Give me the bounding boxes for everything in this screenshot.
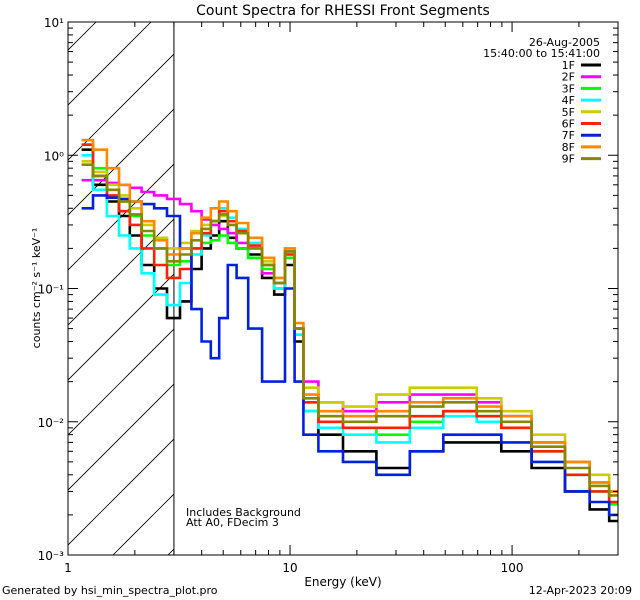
y-tick-label: 10⁻¹ bbox=[38, 283, 65, 297]
legend-label-3F: 3F bbox=[562, 82, 575, 95]
footer-timestamp: 12-Apr-2023 20:09 bbox=[528, 584, 632, 597]
x-tick-label: 1 bbox=[64, 561, 72, 575]
legend-label-4F: 4F bbox=[562, 94, 575, 107]
y-tick-label: 10⁻³ bbox=[38, 549, 65, 563]
x-axis-label: Energy (keV) bbox=[304, 575, 381, 589]
note-background: Includes Background bbox=[186, 506, 301, 519]
hatch-line bbox=[68, 383, 174, 491]
hatch-line bbox=[68, 22, 152, 106]
legend-label-7F: 7F bbox=[562, 129, 575, 142]
y-axis-label: counts cm⁻² s⁻¹ keV⁻¹ bbox=[30, 228, 43, 349]
info-time-range: 15:40:00 to 15:41:00 bbox=[483, 47, 600, 60]
y-tick-label: 10¹ bbox=[44, 16, 64, 30]
note-attenuator: Att A0, FDecim 3 bbox=[186, 516, 279, 529]
x-tick-label: 10 bbox=[282, 561, 297, 575]
hatch-line bbox=[68, 273, 174, 381]
y-tick-label: 10⁻² bbox=[38, 416, 65, 430]
legend-label-8F: 8F bbox=[562, 141, 575, 154]
series-line-7F bbox=[81, 194, 618, 517]
chart-title: Count Spectra for RHESSI Front Segments bbox=[196, 3, 490, 19]
legend-label-9F: 9F bbox=[562, 153, 575, 166]
legend-label-5F: 5F bbox=[562, 106, 575, 119]
excluded-energy-hatch bbox=[68, 22, 174, 555]
series-line-9F bbox=[81, 163, 618, 497]
legend-label-1F: 1F bbox=[562, 59, 575, 72]
hatch-line bbox=[68, 218, 174, 326]
y-tick-label: 10⁰ bbox=[44, 149, 64, 163]
info-date: 26-Aug-2005 bbox=[529, 36, 600, 49]
hatch-line bbox=[68, 53, 174, 161]
hatch-line bbox=[68, 438, 174, 546]
x-tick-label: 100 bbox=[501, 561, 524, 575]
legend-label-6F: 6F bbox=[562, 118, 575, 131]
legend-label-2F: 2F bbox=[562, 71, 575, 84]
footer-generated-by: Generated by hsi_min_spectra_plot.pro bbox=[2, 584, 218, 597]
